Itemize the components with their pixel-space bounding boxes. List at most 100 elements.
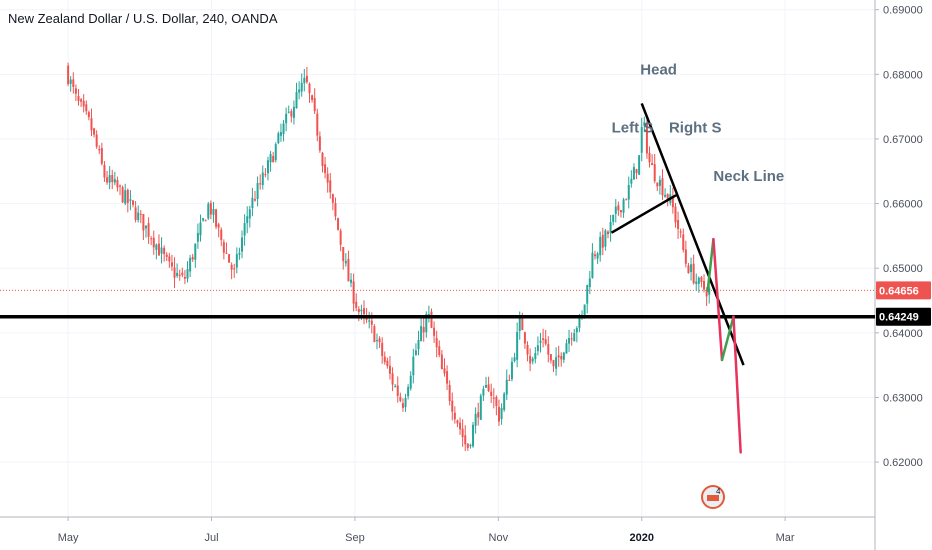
candle-body bbox=[547, 344, 550, 355]
candle-body bbox=[269, 154, 272, 163]
current-price-label: 0.64656 bbox=[879, 285, 919, 297]
candle-body bbox=[72, 79, 75, 87]
candle-body bbox=[228, 254, 231, 263]
annotation-label: Right S bbox=[669, 119, 722, 136]
candle-body bbox=[555, 357, 558, 369]
candle-body bbox=[155, 244, 158, 250]
chart-title: New Zealand Dollar / U.S. Dollar, 240, O… bbox=[8, 11, 278, 26]
candle-body bbox=[588, 278, 591, 288]
candle-body bbox=[352, 281, 355, 304]
x-tick-label: Mar bbox=[776, 532, 795, 544]
candle-body bbox=[448, 384, 451, 402]
candle-body bbox=[202, 218, 205, 221]
y-tick-label: 0.63000 bbox=[883, 392, 923, 404]
candle-body bbox=[409, 375, 412, 389]
candle-body bbox=[225, 252, 228, 254]
candle-body bbox=[495, 396, 498, 407]
candle-body bbox=[261, 172, 264, 186]
candle-body bbox=[591, 252, 594, 279]
candle-body bbox=[425, 313, 428, 333]
candle-body bbox=[375, 340, 378, 342]
y-tick-label: 0.65000 bbox=[883, 263, 923, 275]
candle-body bbox=[456, 420, 459, 424]
candle-body bbox=[290, 111, 293, 117]
candle-body bbox=[430, 311, 433, 328]
candle-body bbox=[560, 356, 563, 360]
candle-body bbox=[643, 122, 646, 126]
candle-body bbox=[609, 222, 612, 234]
candle-body bbox=[67, 65, 70, 85]
candle-body bbox=[658, 179, 661, 186]
candle-body bbox=[482, 388, 485, 396]
candle-body bbox=[583, 304, 586, 317]
candle-body bbox=[645, 123, 648, 154]
candle-body bbox=[682, 234, 685, 250]
candle-body bbox=[272, 155, 275, 163]
candle-body bbox=[331, 194, 334, 203]
candle-body bbox=[407, 386, 410, 397]
current-price-label-bg bbox=[876, 281, 931, 300]
candle-body bbox=[137, 212, 140, 221]
candle-body bbox=[264, 174, 267, 176]
candle-body bbox=[368, 320, 371, 322]
candle-body bbox=[168, 256, 171, 262]
candle-body bbox=[477, 412, 480, 418]
candle-body bbox=[664, 194, 667, 197]
candle-body bbox=[674, 206, 677, 223]
logo-badge-bar bbox=[707, 495, 719, 501]
candle-body bbox=[165, 254, 168, 257]
candle-body bbox=[132, 200, 135, 205]
candle-body bbox=[653, 164, 656, 182]
candle-body bbox=[544, 339, 547, 344]
x-tick-label: May bbox=[58, 532, 79, 544]
candle-body bbox=[497, 406, 500, 422]
candle-body bbox=[619, 210, 622, 213]
candle-body bbox=[503, 393, 506, 410]
candle-body bbox=[80, 99, 83, 102]
candle-body bbox=[703, 280, 706, 290]
candle-body bbox=[339, 230, 342, 245]
candle-body bbox=[648, 152, 651, 163]
candle-body bbox=[630, 178, 633, 184]
candle-body bbox=[651, 163, 654, 166]
candle-body bbox=[399, 396, 402, 401]
trend-line bbox=[640, 102, 745, 366]
candle-body bbox=[594, 254, 597, 257]
candle-body bbox=[500, 407, 503, 420]
candle-body bbox=[510, 361, 513, 380]
candle-body bbox=[404, 398, 407, 408]
candle-body bbox=[181, 272, 184, 276]
candle-body bbox=[536, 345, 539, 352]
candle-body bbox=[484, 385, 487, 388]
candle-body bbox=[178, 274, 181, 276]
candle-body bbox=[490, 391, 493, 397]
candle-body bbox=[472, 424, 475, 447]
candle-body bbox=[152, 237, 155, 248]
candle-body bbox=[144, 225, 147, 229]
candle-body bbox=[690, 264, 693, 272]
candle-body bbox=[93, 128, 96, 135]
candle-body bbox=[684, 249, 687, 264]
candle-body bbox=[147, 223, 150, 237]
candle-body bbox=[549, 354, 552, 361]
candle-body bbox=[394, 386, 397, 388]
candle-body bbox=[176, 272, 179, 276]
candle-body bbox=[565, 343, 568, 354]
candle-body bbox=[215, 209, 218, 227]
candle-body bbox=[708, 287, 711, 295]
candle-body bbox=[508, 379, 511, 381]
candle-body bbox=[196, 232, 199, 242]
candle-body bbox=[388, 365, 391, 374]
candle-body bbox=[69, 79, 72, 84]
candle-body bbox=[570, 338, 573, 340]
candle-body bbox=[391, 373, 394, 385]
x-tick-label: Jul bbox=[204, 532, 218, 544]
projection-segment bbox=[732, 315, 742, 454]
candle-body bbox=[116, 180, 119, 188]
candle-body bbox=[692, 263, 695, 284]
candle-body bbox=[412, 356, 415, 376]
candle-body bbox=[191, 256, 194, 260]
candle-body bbox=[326, 173, 329, 183]
